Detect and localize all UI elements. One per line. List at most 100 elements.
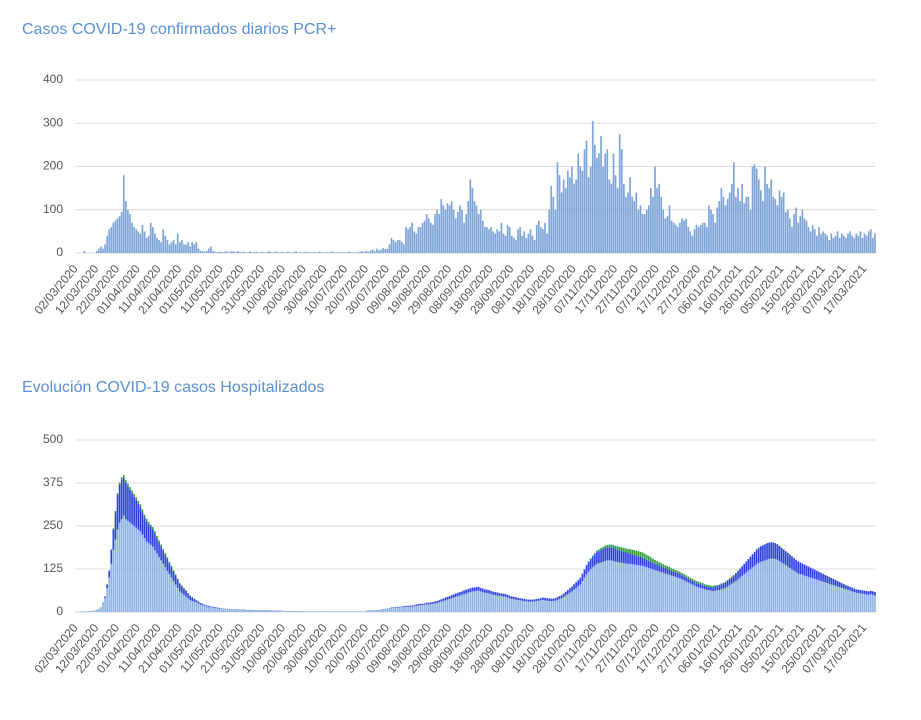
bar-segment [218,607,221,609]
bar-segment [782,563,785,612]
bar-segment [521,600,524,612]
bar-segment [670,568,673,571]
bar [276,252,279,253]
bar-segment [818,580,820,612]
bar-segment [100,606,102,612]
bar-segment [108,570,111,578]
bar [600,136,602,253]
bar [687,227,690,253]
bar-segment [168,574,171,612]
bar-segment [363,611,366,612]
bar-segment [149,544,152,612]
bar-segment [537,600,540,612]
bar-segment [510,596,513,599]
bar [330,251,333,253]
bar-segment [689,579,692,584]
bar [305,251,308,253]
bar [409,227,411,253]
bar-segment [840,587,843,612]
bar [766,183,768,253]
bar-segment [793,570,795,612]
bar-segment [679,573,681,579]
bar [490,227,492,253]
bar-segment [869,594,872,612]
bar-segment [809,577,812,612]
bar-segment [417,604,420,606]
bar [793,214,795,253]
bar-segment [411,606,414,612]
bar [129,214,131,253]
bar-segment [407,606,409,612]
bar-segment [747,570,750,612]
bar-segment [726,586,729,612]
bar [583,149,586,253]
bar-segment [517,597,519,600]
bar [405,227,407,253]
bar-segment [867,591,870,595]
bar-segment [394,607,397,608]
bar-segment [789,567,791,612]
bar-segment [488,589,490,594]
bar-segment [606,544,609,548]
bar-segment [270,610,272,612]
bar-segment [548,598,550,601]
bar [596,157,598,253]
bar-segment [457,596,459,612]
bar [141,224,144,253]
bar-segment [158,542,160,557]
bar-segment [602,549,604,562]
bar-segment [834,585,837,612]
bar-segment [452,597,455,612]
bar-segment [446,599,449,612]
bar-segment [604,561,607,612]
bar-segment [477,590,480,612]
bar-segment [722,583,725,589]
bar-segment [623,548,625,552]
bar [135,229,138,253]
bar-segment [195,602,198,612]
bar-segment [533,599,536,602]
bar [120,211,123,253]
bar-segment [699,587,702,612]
bar-segment [730,576,733,578]
bar [560,192,563,253]
bar-segment [178,583,181,592]
bar-segment [129,522,131,612]
bar-segment [552,598,555,601]
bar-segment [81,611,84,612]
bar-segment [724,582,727,588]
bar [139,233,142,253]
bar [303,252,306,253]
bar [668,205,671,253]
bar [95,250,98,253]
bar-segment [330,611,333,612]
bar-segment [689,583,692,612]
bar-segment [664,567,667,574]
bar-segment [681,573,683,576]
bar-segment [573,584,575,590]
bar [737,188,739,253]
bar [544,222,546,253]
bar-segment [554,598,557,601]
bar-segment [328,611,331,612]
bar-segment [457,592,459,597]
bar-segment [583,569,586,571]
bar [803,218,806,253]
bar-segment [151,546,154,612]
bar [510,235,513,253]
bar-segment [683,580,685,612]
bar [708,205,710,253]
bar-segment [162,550,165,564]
bar [591,121,594,254]
bar-segment [143,538,146,612]
bar-segment [816,579,818,612]
bar-segment [589,569,592,612]
bar [581,170,584,253]
bar-segment [596,563,598,612]
bar-segment [278,610,281,612]
bar-segment [168,561,171,564]
bar-segment [488,593,490,612]
bar-segment [685,577,687,582]
bar [403,244,405,253]
